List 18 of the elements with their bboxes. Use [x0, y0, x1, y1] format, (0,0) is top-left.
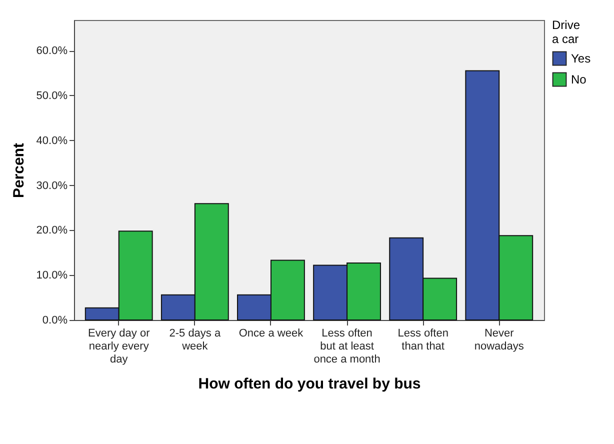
legend-label: No: [571, 72, 587, 86]
y-tick-label: 40.0%: [36, 134, 68, 147]
legend-label: Yes: [571, 52, 591, 66]
y-tick-label: 50.0%: [36, 90, 68, 102]
x-tick-label: Never nowadays: [474, 328, 524, 352]
legend-title: Drive a car: [552, 18, 580, 46]
x-tick-label: Less often but at least once a month: [314, 328, 380, 366]
y-tick-label: 10.0%: [36, 270, 68, 282]
x-tick-label: Once a week: [238, 328, 304, 340]
y-tick-label: 0.0%: [42, 314, 68, 326]
x-tick-label: Every day or nearly every day: [88, 328, 150, 366]
y-tick-label: 30.0%: [36, 180, 68, 192]
x-tick-label: Less often than that: [398, 328, 448, 352]
x-tick-label: 2-5 days a week: [169, 328, 222, 352]
y-tick-label: 20.0%: [36, 224, 68, 237]
y-axis-title: Percent: [10, 142, 28, 198]
x-axis-title: How often do you travel by bus: [198, 376, 421, 392]
y-tick-label: 60.0%: [36, 45, 68, 58]
